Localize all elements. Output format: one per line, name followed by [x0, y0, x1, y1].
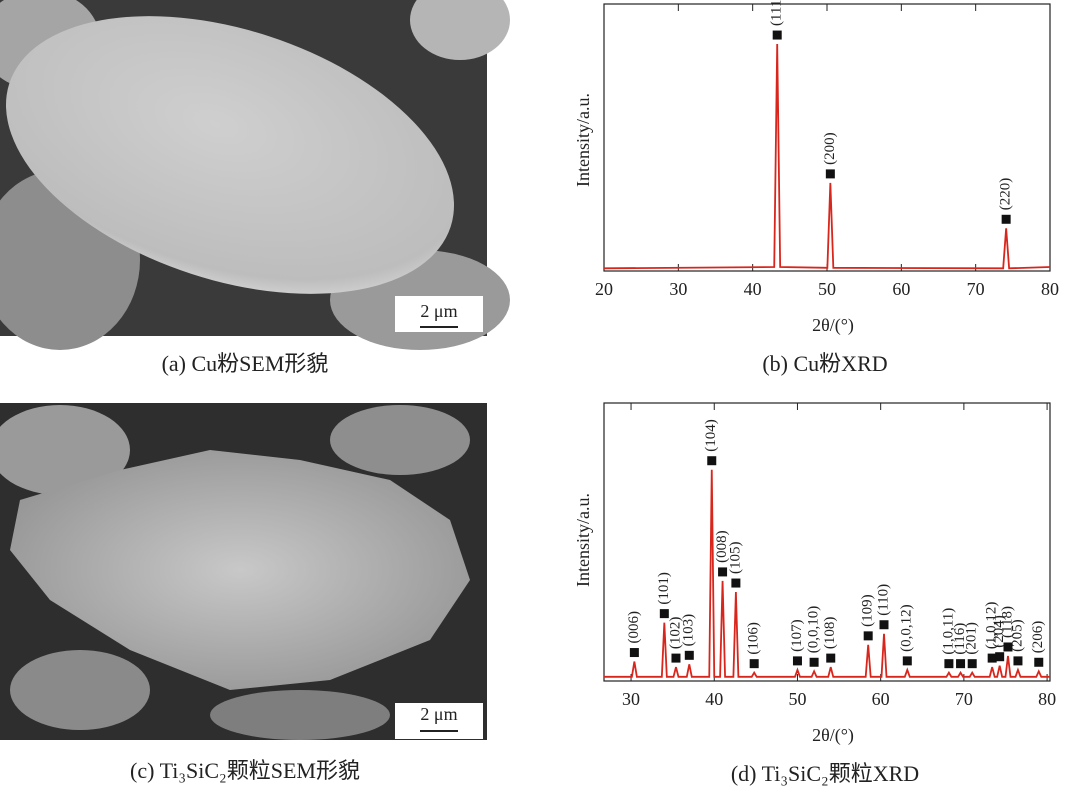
peak-marker [659, 609, 669, 619]
x-tick-label: 30 [669, 279, 687, 299]
peak-marker [1013, 656, 1023, 666]
xrd-line [603, 44, 1051, 270]
sem-image-c [0, 403, 487, 740]
chart-title: (b) Cu粉XRD [762, 351, 887, 376]
peak-label: (008) [714, 530, 730, 563]
peak-label: (118) [999, 606, 1015, 638]
peak-label: (1,0,11) [940, 608, 956, 655]
sem-image-a [0, 0, 510, 350]
x-axis-label: 2θ/(°) [812, 725, 854, 746]
x-tick-label: 60 [892, 279, 910, 299]
x-tick-label: 50 [818, 279, 836, 299]
caption: (c) Ti₃SiC₂颗粒SEM形貌 [130, 758, 360, 783]
x-tick-label: 40 [705, 689, 723, 709]
x-axis-label: 2θ/(°) [812, 315, 854, 336]
peak-label: (220) [998, 178, 1014, 211]
x-tick-label: 70 [967, 279, 985, 299]
peak-label: (1,0,12) [984, 602, 1000, 650]
peak-marker [731, 578, 741, 588]
peak-marker [671, 653, 681, 663]
x-tick-label: 20 [595, 279, 613, 299]
peak-label: (006) [626, 611, 642, 644]
peak-label: (109) [860, 594, 876, 627]
peak-label: (110) [875, 584, 891, 616]
peak-label: (205) [1009, 619, 1025, 652]
peak-marker [967, 659, 977, 669]
peak-marker [684, 650, 694, 660]
peak-label: (105) [727, 542, 743, 575]
peak-label: (111) [769, 0, 785, 26]
caption: (a) Cu粉SEM形貌 [162, 351, 329, 376]
x-tick-label: 80 [1041, 279, 1059, 299]
peak-marker [879, 620, 889, 630]
peak-label: (201) [964, 622, 980, 655]
x-tick-label: 40 [744, 279, 762, 299]
peak-marker [1034, 657, 1044, 667]
peak-marker [772, 30, 782, 40]
peak-label: (102) [667, 617, 683, 650]
peak-marker [944, 659, 954, 669]
scale-bar-label: 2 μm [420, 301, 457, 321]
y-axis-label: Intensity/a.u. [573, 93, 593, 187]
scale-bar-label: 2 μm [420, 704, 457, 724]
peak-marker [902, 656, 912, 666]
peak-label: (116) [952, 623, 968, 655]
peak-label: (206) [1030, 621, 1046, 654]
peak-marker [629, 648, 639, 658]
peak-label: (0,0,12) [899, 604, 915, 652]
peak-marker [995, 652, 1005, 662]
peak-marker [863, 631, 873, 641]
peak-marker [825, 169, 835, 179]
peak-label: (107) [789, 619, 805, 652]
x-tick-label: 60 [872, 689, 890, 709]
peak-marker [987, 653, 997, 663]
peak-label: (104) [703, 419, 719, 452]
peak-label: (204) [991, 615, 1007, 648]
peak-marker [707, 456, 717, 466]
x-tick-label: 80 [1038, 689, 1056, 709]
peak-label: (103) [681, 614, 697, 647]
peak-marker [749, 659, 759, 669]
plot-frame [603, 402, 1051, 682]
y-axis-label: Intensity/a.u. [573, 493, 593, 587]
peak-label: (200) [822, 132, 838, 165]
peak-marker [1001, 214, 1011, 224]
peak-marker [1003, 642, 1013, 652]
x-tick-label: 70 [955, 689, 973, 709]
peak-label: (101) [656, 572, 672, 605]
x-tick-label: 50 [788, 689, 806, 709]
peak-marker [718, 567, 728, 577]
peak-marker [792, 656, 802, 666]
peak-label: (106) [746, 622, 762, 655]
peak-label: (0,0,10) [806, 606, 822, 654]
peak-marker [809, 657, 819, 667]
peak-label: (108) [822, 617, 838, 650]
x-tick-label: 30 [622, 689, 640, 709]
xrd-line [604, 469, 1050, 678]
peak-marker [956, 659, 966, 669]
peak-marker [826, 653, 836, 663]
chart-title: (d) Ti₃SiC₂颗粒XRD [731, 761, 919, 786]
